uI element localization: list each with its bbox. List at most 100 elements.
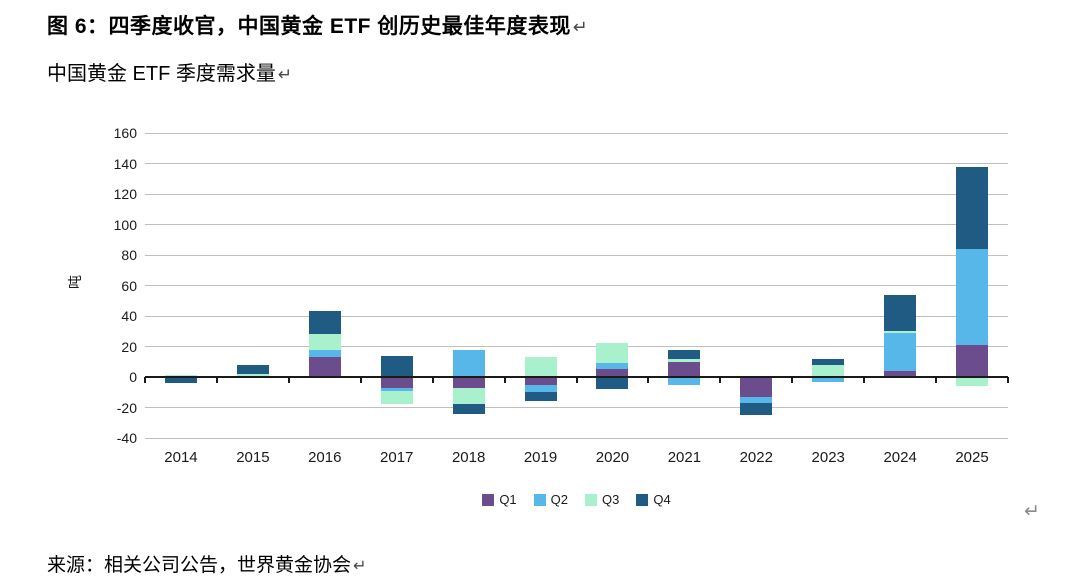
legend-label: Q3 [602, 492, 620, 507]
bar-segment-2018-Q2 [452, 349, 485, 377]
bar-segment-2024-Q4 [884, 294, 917, 332]
y-tick-label: 120 [113, 186, 137, 202]
x-axis-tick [1007, 377, 1009, 383]
gridline [145, 163, 1008, 164]
x-axis-tick [575, 377, 578, 383]
x-tick-label: 2016 [308, 449, 342, 466]
x-axis-tick [935, 377, 938, 383]
x-tick-label: 2022 [739, 449, 773, 466]
bar-segment-2018-Q4 [452, 404, 485, 414]
gridline [145, 437, 1008, 439]
legend-item-Q4: Q4 [636, 492, 671, 507]
bar-segment-2025-Q1 [956, 344, 989, 377]
y-tick-label: 20 [121, 338, 137, 355]
bar-segment-2021-Q4 [668, 349, 701, 359]
x-tick-label: 2024 [883, 449, 917, 466]
y-tick-label: 140 [113, 155, 137, 172]
legend-swatch-icon [482, 493, 495, 506]
gridline [145, 224, 1008, 225]
bar-segment-2022-Q1 [740, 377, 773, 397]
source-text: 来源：相关公司公告，世界黄金协会 [47, 555, 352, 576]
x-axis-tick [144, 377, 146, 383]
legend-item-Q1: Q1 [482, 492, 517, 507]
bar-segment-2020-Q3 [596, 343, 629, 364]
x-axis-tick [791, 377, 794, 383]
legend-item-Q3: Q3 [585, 492, 619, 507]
figure-title-text: 图 6：四季度收官，中国黄金 ETF 创历史最佳年度表现 [47, 15, 571, 38]
x-axis-tick [863, 377, 866, 383]
legend-label: Q1 [499, 492, 517, 507]
chart-subtitle: 中国黄金 ETF 季度需求量 ↵ [47, 57, 292, 86]
y-tick-label: 100 [113, 216, 137, 233]
bar-segment-2017-Q1 [380, 377, 413, 388]
bar-segment-2017-Q2 [380, 387, 413, 391]
bar-segment-2025-Q2 [956, 248, 989, 345]
y-axis-title: 吨 [67, 275, 83, 289]
bar-segment-2024-Q1 [884, 370, 917, 377]
bar-segment-2015-Q4 [236, 364, 269, 374]
bar-segment-2021-Q3 [668, 358, 701, 362]
bar-segment-2019-Q1 [524, 377, 557, 385]
bar-segment-2019-Q3 [524, 357, 557, 377]
gridline [145, 193, 1008, 195]
x-tick-label: 2015 [236, 449, 270, 466]
x-axis-tick [503, 377, 506, 383]
y-tick-label: -20 [116, 399, 137, 416]
bar-segment-2017-Q4 [380, 355, 413, 377]
legend-label: Q4 [653, 492, 671, 507]
paragraph-return-icon: ↵ [353, 557, 367, 575]
bar-segment-2014-Q3 [164, 374, 197, 377]
y-tick-label: 0 [129, 369, 137, 385]
bar-segment-2022-Q2 [740, 396, 773, 403]
paragraph-return-icon: ↵ [1024, 501, 1040, 522]
bar-segment-2014-Q4 [164, 377, 197, 384]
gridline [145, 132, 1008, 134]
gridline [145, 285, 1008, 286]
y-tick-label: 60 [121, 277, 137, 294]
paragraph-return-icon: ↵ [572, 17, 589, 37]
gridline [145, 407, 1008, 408]
legend-swatch-icon [533, 493, 546, 506]
gridline [145, 346, 1008, 347]
paragraph-return-icon: ↵ [277, 65, 293, 84]
gridline [145, 315, 1008, 317]
bar-segment-2017-Q3 [380, 390, 413, 405]
x-tick-label: 2020 [595, 449, 630, 466]
x-axis-tick [359, 377, 362, 383]
x-tick-label: 2023 [811, 449, 845, 466]
bar-segment-2019-Q2 [524, 384, 557, 393]
bar-segment-2016-Q3 [308, 334, 341, 350]
source-note: 来源：相关公司公告，世界黄金协会 ↵ [47, 550, 367, 577]
y-tick-label: -40 [116, 430, 137, 446]
legend-item-Q2: Q2 [533, 492, 568, 507]
x-axis-tick [647, 377, 650, 383]
x-axis-tick [287, 377, 290, 383]
bar-segment-2018-Q1 [452, 377, 485, 388]
chart-legend: Q1 Q2 Q3 Q4 [145, 492, 1008, 507]
legend-swatch-icon [636, 493, 649, 506]
legend-label: Q2 [550, 492, 568, 507]
y-tick-label: 160 [113, 125, 137, 141]
bar-segment-2015-Q3 [236, 373, 269, 377]
legend-swatch-icon [585, 493, 597, 506]
bar-segment-2020-Q4 [596, 377, 629, 390]
bar-segment-2023-Q4 [812, 358, 845, 365]
bar-segment-2019-Q4 [524, 392, 557, 402]
x-tick-label: 2025 [955, 449, 989, 466]
x-axis-tick [431, 377, 434, 383]
bar-segment-2016-Q1 [308, 357, 341, 377]
chart-subtitle-text: 中国黄金 ETF 季度需求量 [47, 63, 276, 85]
bar-segment-2021-Q1 [668, 361, 701, 377]
bar-segment-2025-Q3 [956, 377, 989, 387]
x-axis-tick [215, 377, 218, 383]
figure-title: 图 6：四季度收官，中国黄金 ETF 创历史最佳年度表现 ↵ [47, 10, 588, 40]
y-tick-label: 40 [121, 308, 137, 324]
bar-segment-2016-Q4 [308, 311, 341, 335]
x-tick-label: 2014 [164, 449, 198, 466]
x-tick-label: 2017 [380, 449, 414, 466]
gridline [145, 254, 1008, 256]
bar-segment-2024-Q2 [884, 332, 917, 371]
x-tick-label: 2018 [451, 449, 486, 466]
x-axis-tick [719, 377, 722, 383]
